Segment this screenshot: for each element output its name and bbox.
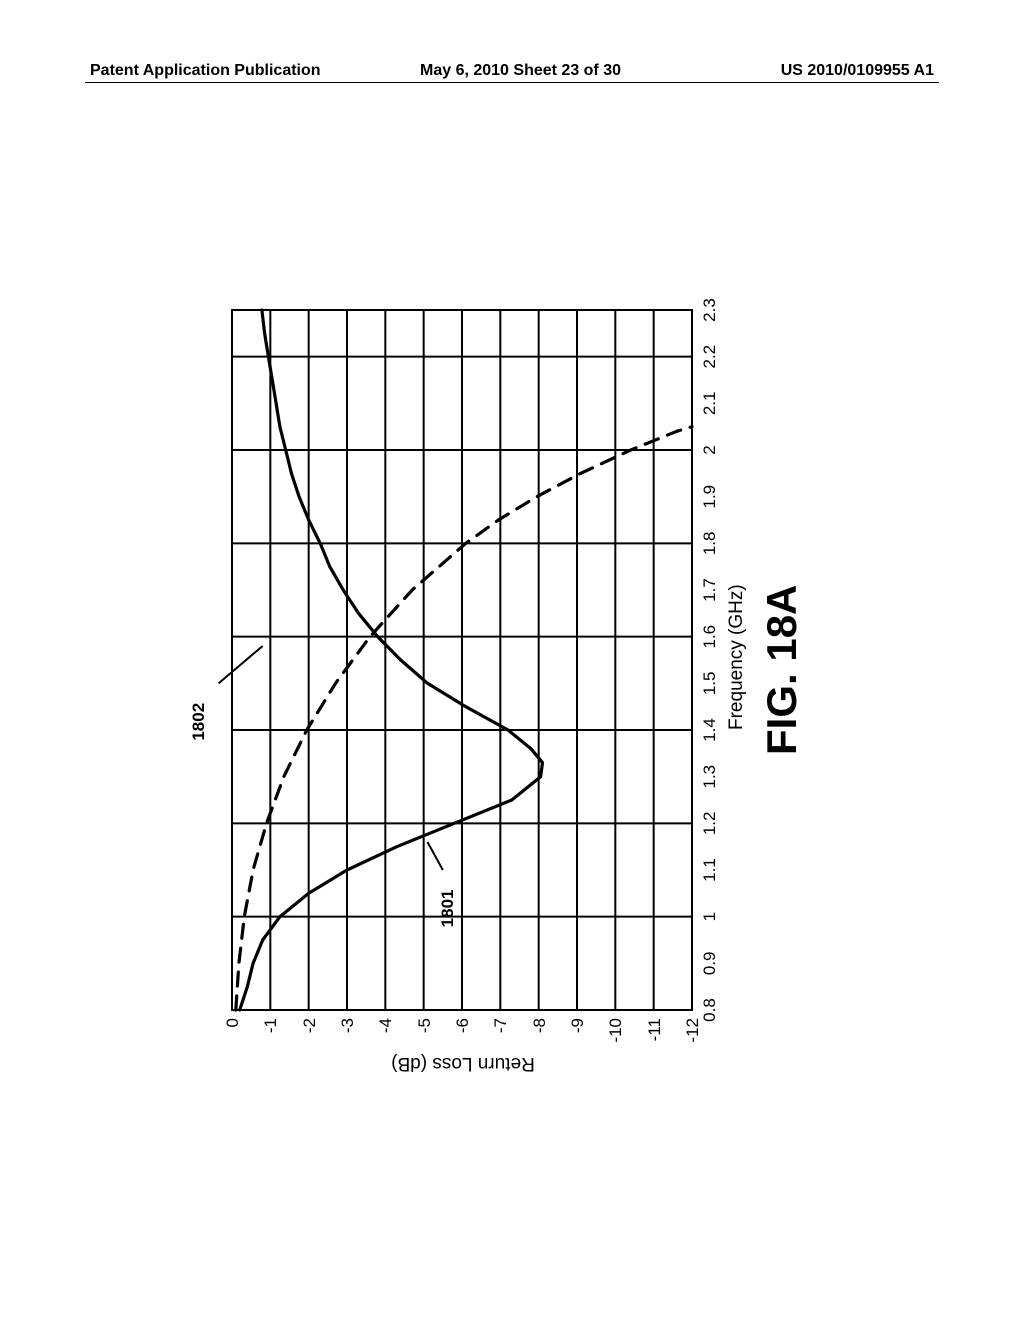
x-tick-label: 0.8 — [700, 998, 720, 1022]
chart-container: 0-1-2-3-4-5-6-7-8-9-10-11-120.80.911.11.… — [202, 210, 822, 1090]
annotation-label: 1801 — [438, 890, 458, 928]
x-tick-label: 2.1 — [700, 392, 720, 416]
x-tick-label: 1.1 — [700, 858, 720, 882]
y-tick-label: -3 — [338, 1018, 358, 1058]
y-tick-label: -1 — [261, 1018, 281, 1058]
x-tick-label: 2 — [700, 445, 720, 454]
x-tick-label: 1.2 — [700, 812, 720, 836]
annotation-label: 1802 — [189, 703, 209, 741]
header-rule — [85, 82, 939, 83]
chart-root: 0-1-2-3-4-5-6-7-8-9-10-11-120.80.911.11.… — [202, 210, 822, 1090]
header-left: Patent Application Publication — [90, 62, 321, 80]
header-right: US 2010/0109955 A1 — [781, 62, 934, 80]
x-tick-label: 1.8 — [700, 532, 720, 556]
figure-label: FIG. 18A — [758, 585, 806, 755]
x-tick-label: 1.3 — [700, 765, 720, 789]
x-tick-label: 1.6 — [700, 625, 720, 649]
x-axis-title: Frequency (GHz) — [726, 584, 748, 730]
y-tick-label: -10 — [606, 1018, 626, 1058]
header-center: May 6, 2010 Sheet 23 of 30 — [420, 62, 621, 80]
y-tick-label: -9 — [568, 1018, 588, 1058]
y-tick-label: -2 — [300, 1018, 320, 1058]
x-tick-label: 0.9 — [700, 952, 720, 976]
y-tick-label: -12 — [683, 1018, 703, 1058]
x-tick-label: 1.7 — [700, 578, 720, 602]
x-tick-label: 1.9 — [700, 485, 720, 509]
x-tick-label: 2.2 — [700, 345, 720, 369]
y-tick-label: 0 — [223, 1018, 243, 1058]
x-tick-label: 1 — [700, 912, 720, 921]
y-tick-label: -11 — [645, 1018, 665, 1058]
x-tick-label: 1.4 — [700, 718, 720, 742]
x-tick-label: 1.5 — [700, 672, 720, 696]
y-axis-title: Return Loss (dB) — [391, 1052, 535, 1074]
x-tick-label: 2.3 — [700, 298, 720, 322]
